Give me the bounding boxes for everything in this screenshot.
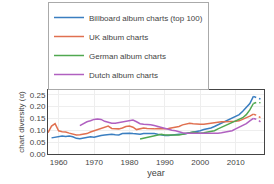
svg-text:1970: 1970 <box>85 158 103 167</box>
svg-text:Dutch album charts: Dutch album charts <box>89 71 158 80</box>
svg-text:0.05: 0.05 <box>30 138 46 147</box>
svg-text:German album charts: German album charts <box>89 52 166 61</box>
svg-text:1980: 1980 <box>121 158 139 167</box>
svg-text:1990: 1990 <box>156 158 174 167</box>
svg-text:0.25: 0.25 <box>30 91 46 100</box>
svg-text:2010: 2010 <box>227 158 245 167</box>
svg-text:0.20: 0.20 <box>30 102 46 111</box>
svg-text:0.00: 0.00 <box>30 150 46 159</box>
svg-text:0.15: 0.15 <box>30 114 46 123</box>
svg-text:Billboard album charts (top 10: Billboard album charts (top 100) <box>89 14 203 23</box>
svg-text:UK album charts: UK album charts <box>89 33 148 42</box>
svg-text:chart diversity (α): chart diversity (α) <box>17 91 26 153</box>
svg-text:2000: 2000 <box>191 158 209 167</box>
svg-text:year: year <box>147 168 165 178</box>
svg-text:1960: 1960 <box>50 158 68 167</box>
svg-text:0.10: 0.10 <box>30 126 46 135</box>
